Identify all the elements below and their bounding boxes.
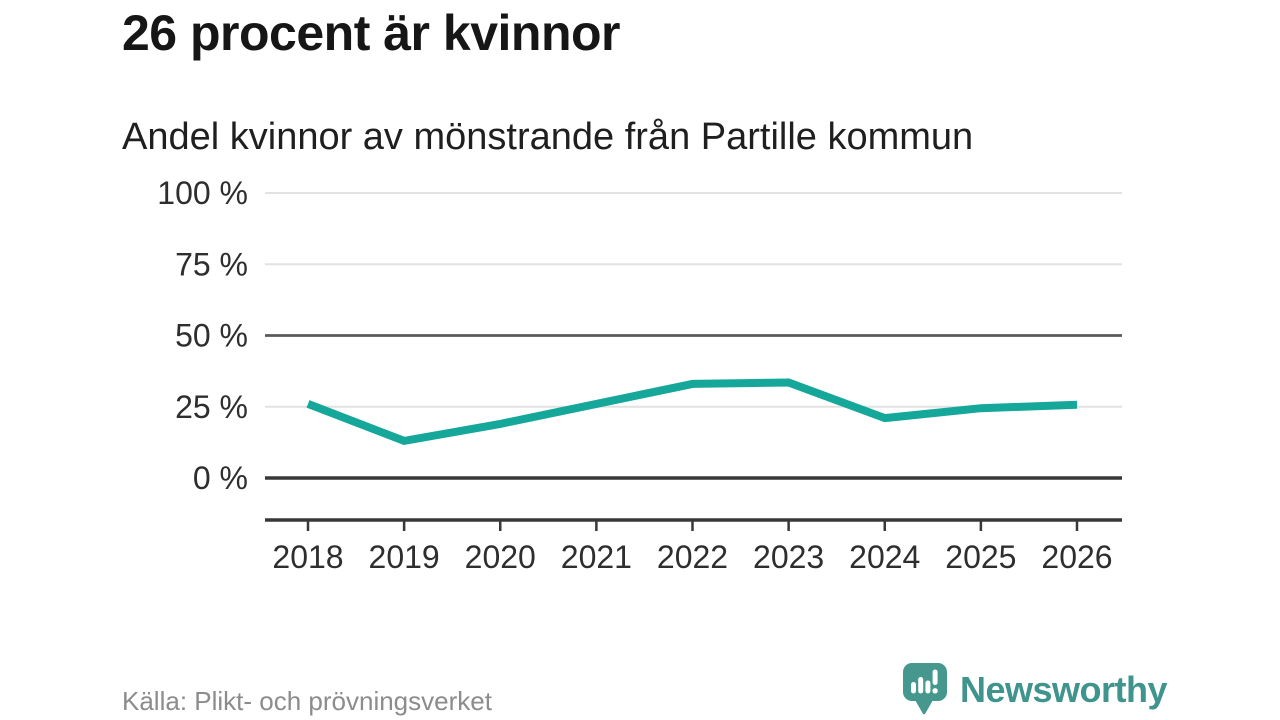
bar-chart-exclamation-glyph: [911, 669, 938, 694]
x-axis-tick-label: 2021: [561, 539, 632, 575]
newsworthy-bubble-chart-icon: [903, 663, 947, 715]
newsworthy-wordmark: Newsworthy: [960, 669, 1168, 710]
newsworthy-logo: Newsworthy: [903, 663, 1168, 716]
x-axis-tick-label: 2023: [753, 539, 824, 575]
y-axis-tick-label: 25 %: [175, 389, 248, 425]
x-axis-tick-label: 2018: [272, 539, 343, 575]
x-axis-tick-label: 2024: [849, 539, 920, 575]
y-axis-tick-label: 0 %: [193, 460, 248, 496]
x-axis-tick-label: 2019: [369, 539, 440, 575]
x-axis-tick-label: 2020: [465, 539, 536, 575]
y-axis-tick-label: 75 %: [175, 246, 248, 282]
x-axis-tick-label: 2025: [945, 539, 1016, 575]
chart-subtitle: Andel kvinnor av mönstrande från Partill…: [122, 116, 974, 158]
x-axis-tick-label: 2026: [1041, 539, 1112, 575]
data-line-andel-kvinnor: [306, 378, 1078, 446]
speech-bubble-shape: [903, 663, 947, 715]
x-axis-tick-label: 2022: [657, 539, 728, 575]
y-axis-tick-label: 50 %: [175, 318, 248, 354]
source-note: Källa: Plikt- och prövningsverket: [122, 686, 492, 716]
y-axis-tick-label: 100 %: [157, 175, 248, 211]
page-title: 26 procent är kvinnor: [122, 5, 621, 61]
